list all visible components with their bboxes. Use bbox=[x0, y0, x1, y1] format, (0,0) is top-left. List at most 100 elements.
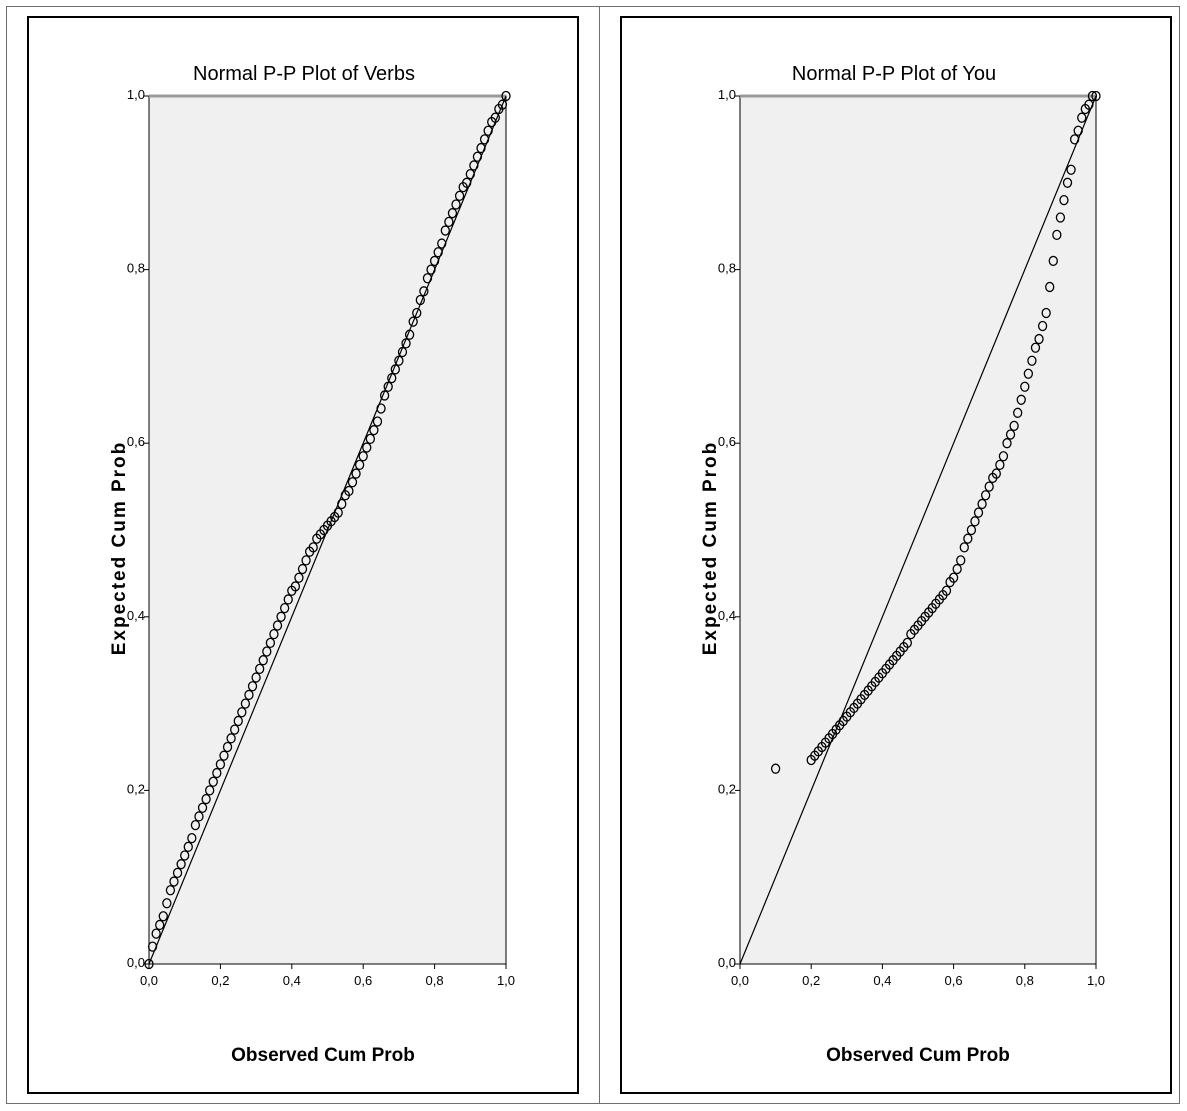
data-point bbox=[190, 819, 201, 831]
chart-panel-you: Normal P-P Plot of You Observed Cum Prob… bbox=[620, 16, 1172, 1094]
y-tick-label: 0,6 bbox=[718, 434, 736, 449]
data-point bbox=[479, 134, 490, 145]
data-point bbox=[197, 802, 208, 813]
data-point bbox=[372, 416, 383, 427]
x-tick-label: 0,4 bbox=[873, 973, 891, 988]
data-point bbox=[1013, 407, 1023, 418]
data-point bbox=[247, 681, 258, 692]
data-point bbox=[948, 572, 959, 583]
data-point bbox=[501, 90, 511, 102]
data-point bbox=[308, 542, 318, 553]
x-tick-label: 0,6 bbox=[945, 973, 963, 988]
table-divider bbox=[599, 6, 600, 1104]
data-point bbox=[258, 655, 268, 666]
data-point bbox=[483, 125, 493, 136]
data-point bbox=[444, 216, 454, 228]
y-axis-title: Expected Cum Prob bbox=[109, 441, 130, 656]
data-point bbox=[426, 264, 436, 275]
data-point bbox=[941, 585, 952, 596]
data-point bbox=[415, 294, 425, 306]
data-point bbox=[337, 498, 347, 510]
x-tick-label: 0,8 bbox=[1016, 973, 1034, 988]
x-tick-label: 0,4 bbox=[283, 973, 301, 988]
data-point bbox=[1030, 342, 1041, 353]
data-point bbox=[437, 238, 447, 249]
x-tick-label: 0,0 bbox=[140, 973, 158, 988]
data-point bbox=[394, 355, 404, 366]
data-point bbox=[358, 451, 368, 462]
data-point bbox=[244, 689, 254, 701]
pp-plot-you: Normal P-P Plot of You Observed Cum Prob… bbox=[700, 63, 1105, 1066]
data-point bbox=[165, 885, 176, 896]
data-point bbox=[952, 563, 962, 575]
data-point bbox=[447, 208, 458, 219]
data-point bbox=[397, 346, 408, 358]
data-point bbox=[283, 594, 293, 605]
data-point bbox=[1077, 112, 1087, 123]
x-tick-label: 0,6 bbox=[354, 973, 372, 988]
data-point bbox=[1034, 333, 1044, 345]
plot-area: 0,0 0,0 0,2 0,2 0,4 0,4 0,6 0,6 0,8 0,8 1,0 1,0 bbox=[718, 87, 1105, 988]
data-point bbox=[1073, 125, 1083, 136]
data-point bbox=[472, 151, 483, 162]
data-point bbox=[963, 533, 973, 544]
data-point bbox=[251, 672, 261, 683]
data-point bbox=[233, 715, 243, 727]
y-tick-label: 0,0 bbox=[127, 955, 145, 970]
data-point bbox=[429, 255, 440, 267]
data-point bbox=[770, 763, 781, 774]
y-tick-label: 0,4 bbox=[127, 608, 145, 623]
chart-title: Normal P-P Plot of Verbs bbox=[193, 63, 415, 85]
data-point bbox=[379, 390, 390, 401]
x-tick-label: 1,0 bbox=[1087, 973, 1105, 988]
data-point bbox=[469, 160, 479, 171]
data-point bbox=[1091, 90, 1101, 102]
y-tick-label: 1,0 bbox=[127, 87, 145, 102]
data-point bbox=[290, 581, 301, 592]
data-point bbox=[240, 698, 251, 709]
pp-plot-verbs: Normal P-P Plot of Verbs Observed Cum Pr… bbox=[109, 63, 515, 1066]
data-point bbox=[1023, 368, 1034, 379]
data-point bbox=[262, 646, 272, 657]
data-point bbox=[404, 329, 415, 340]
data-point bbox=[490, 112, 500, 123]
data-point bbox=[1055, 212, 1066, 223]
data-point bbox=[1087, 90, 1098, 102]
y-tick-label: 0,0 bbox=[718, 955, 736, 970]
y-tick-label: 0,6 bbox=[127, 434, 145, 449]
data-point bbox=[347, 477, 358, 488]
data-point bbox=[194, 811, 204, 822]
data-point bbox=[1059, 195, 1069, 206]
x-tick-label: 1,0 bbox=[497, 973, 515, 988]
data-point bbox=[301, 555, 311, 566]
y-axis-title: Expected Cum Prob bbox=[700, 441, 721, 656]
data-point bbox=[1066, 164, 1076, 175]
data-point bbox=[205, 785, 215, 796]
data-point bbox=[158, 911, 168, 922]
data-point bbox=[237, 707, 247, 718]
data-point bbox=[280, 602, 290, 614]
data-point bbox=[226, 733, 236, 744]
data-point bbox=[219, 750, 229, 761]
y-tick-label: 1,0 bbox=[718, 87, 736, 102]
layout-table bbox=[6, 6, 1180, 1104]
data-point bbox=[376, 403, 386, 414]
data-point bbox=[1002, 438, 1012, 449]
data-point bbox=[973, 507, 984, 518]
chart-title: Normal P-P Plot of You bbox=[792, 63, 996, 85]
data-point bbox=[433, 247, 443, 258]
data-point bbox=[201, 793, 211, 805]
data-point bbox=[959, 542, 969, 553]
data-point bbox=[1027, 355, 1037, 366]
data-point bbox=[151, 928, 161, 939]
data-point bbox=[419, 286, 429, 297]
data-point bbox=[362, 442, 372, 453]
data-point bbox=[465, 168, 475, 180]
y-tick-label: 0,8 bbox=[127, 261, 145, 276]
data-point bbox=[980, 490, 991, 501]
data-point bbox=[208, 776, 218, 787]
data-point bbox=[991, 468, 1001, 479]
data-point bbox=[272, 620, 283, 631]
data-point bbox=[365, 433, 375, 445]
data-point bbox=[183, 841, 193, 852]
